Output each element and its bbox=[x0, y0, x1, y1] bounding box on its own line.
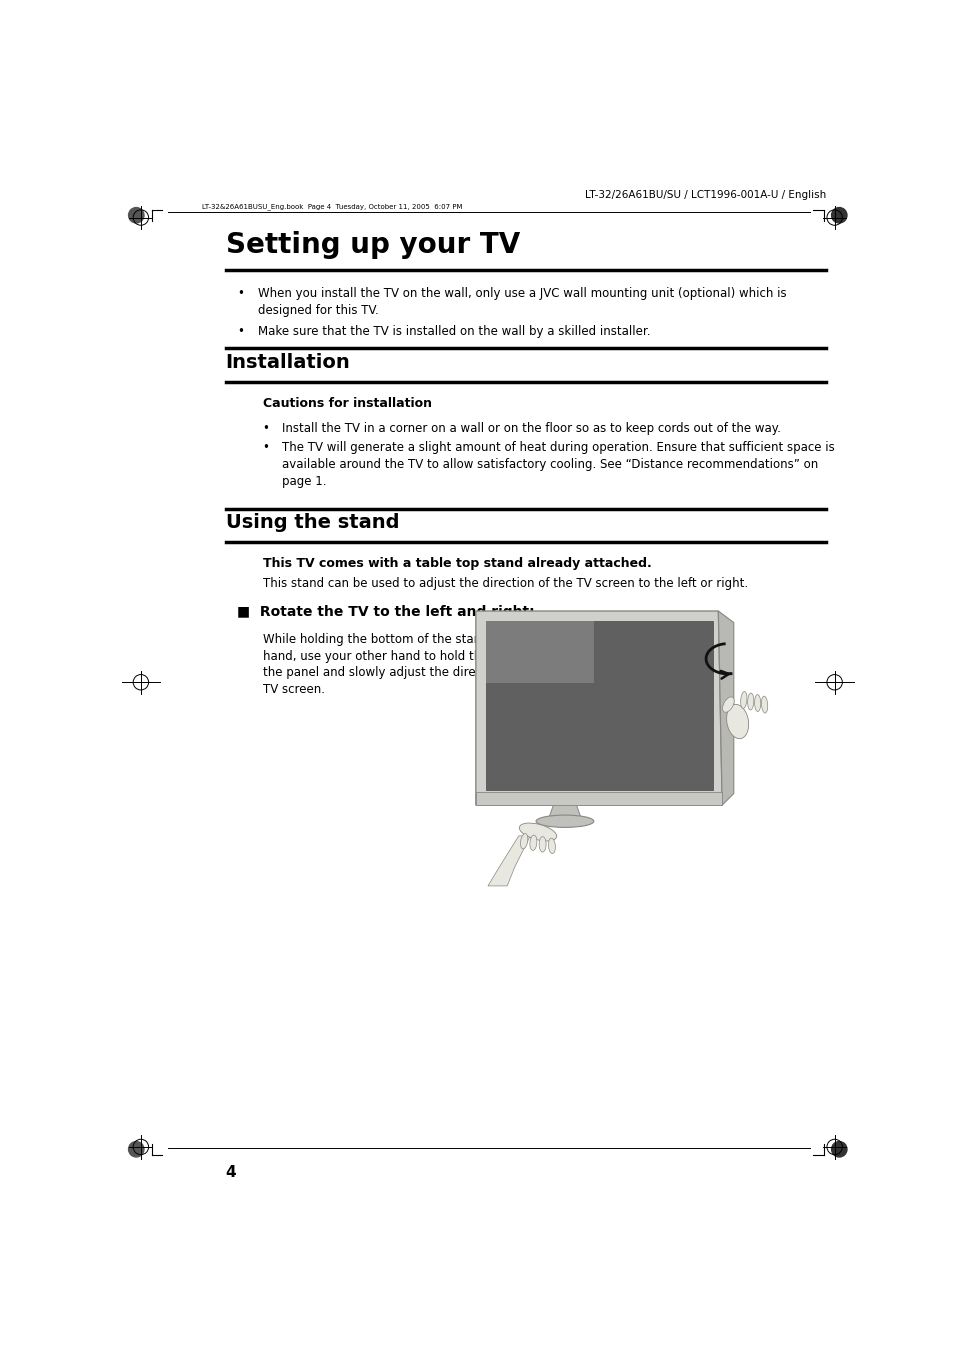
Polygon shape bbox=[476, 611, 721, 805]
Polygon shape bbox=[485, 621, 593, 682]
Text: •: • bbox=[262, 440, 269, 454]
Text: This stand can be used to adjust the direction of the TV screen to the left or r: This stand can be used to adjust the dir… bbox=[262, 577, 747, 590]
Ellipse shape bbox=[520, 834, 527, 848]
Ellipse shape bbox=[747, 693, 753, 711]
Text: This TV comes with a table top stand already attached.: This TV comes with a table top stand alr… bbox=[262, 557, 651, 570]
Circle shape bbox=[831, 1142, 846, 1156]
Text: Setting up your TV: Setting up your TV bbox=[225, 231, 519, 259]
Text: •: • bbox=[237, 286, 244, 300]
Text: TV screen.: TV screen. bbox=[262, 684, 324, 696]
Text: page 1.: page 1. bbox=[281, 474, 326, 488]
Ellipse shape bbox=[754, 694, 760, 712]
Polygon shape bbox=[485, 621, 713, 790]
Text: Using the stand: Using the stand bbox=[225, 513, 398, 532]
Polygon shape bbox=[718, 611, 733, 805]
Text: Make sure that the TV is installed on the wall by a skilled installer.: Make sure that the TV is installed on th… bbox=[257, 326, 650, 338]
Text: the panel and slowly adjust the direction of the: the panel and slowly adjust the directio… bbox=[262, 666, 542, 680]
Ellipse shape bbox=[721, 697, 734, 712]
Ellipse shape bbox=[538, 836, 545, 852]
Ellipse shape bbox=[760, 696, 767, 713]
Circle shape bbox=[831, 208, 846, 223]
Ellipse shape bbox=[726, 704, 748, 739]
Text: LT-32&26A61BUSU_Eng.book  Page 4  Tuesday, October 11, 2005  6:07 PM: LT-32&26A61BUSU_Eng.book Page 4 Tuesday,… bbox=[202, 204, 462, 211]
Text: Cautions for installation: Cautions for installation bbox=[262, 397, 431, 409]
Polygon shape bbox=[487, 836, 530, 886]
Text: hand, use your other hand to hold the edge of: hand, use your other hand to hold the ed… bbox=[262, 650, 536, 662]
Ellipse shape bbox=[548, 838, 555, 854]
Text: Install the TV in a corner on a wall or on the floor so as to keep cords out of : Install the TV in a corner on a wall or … bbox=[281, 422, 780, 435]
Text: •: • bbox=[237, 326, 244, 338]
Text: The TV will generate a slight amount of heat during operation. Ensure that suffi: The TV will generate a slight amount of … bbox=[281, 440, 834, 454]
Text: 4: 4 bbox=[225, 1166, 236, 1181]
Text: ■  Rotate the TV to the left and right:: ■ Rotate the TV to the left and right: bbox=[237, 605, 535, 619]
Text: designed for this TV.: designed for this TV. bbox=[257, 304, 378, 316]
Text: While holding the bottom of the stand with one: While holding the bottom of the stand wi… bbox=[262, 632, 542, 646]
Text: available around the TV to allow satisfactory cooling. See “Distance recommendat: available around the TV to allow satisfa… bbox=[281, 458, 817, 470]
Polygon shape bbox=[476, 792, 721, 805]
Text: LT-32/26A61BU/SU / LCT1996-001A-U / English: LT-32/26A61BU/SU / LCT1996-001A-U / Engl… bbox=[584, 190, 825, 200]
Ellipse shape bbox=[518, 823, 557, 840]
Ellipse shape bbox=[740, 692, 746, 708]
Text: •: • bbox=[262, 422, 269, 435]
Circle shape bbox=[129, 208, 144, 223]
Text: When you install the TV on the wall, only use a JVC wall mounting unit (optional: When you install the TV on the wall, onl… bbox=[257, 286, 785, 300]
Text: Installation: Installation bbox=[225, 353, 350, 372]
Ellipse shape bbox=[529, 835, 537, 851]
Ellipse shape bbox=[536, 815, 593, 827]
Polygon shape bbox=[548, 805, 580, 819]
Circle shape bbox=[129, 1142, 144, 1156]
